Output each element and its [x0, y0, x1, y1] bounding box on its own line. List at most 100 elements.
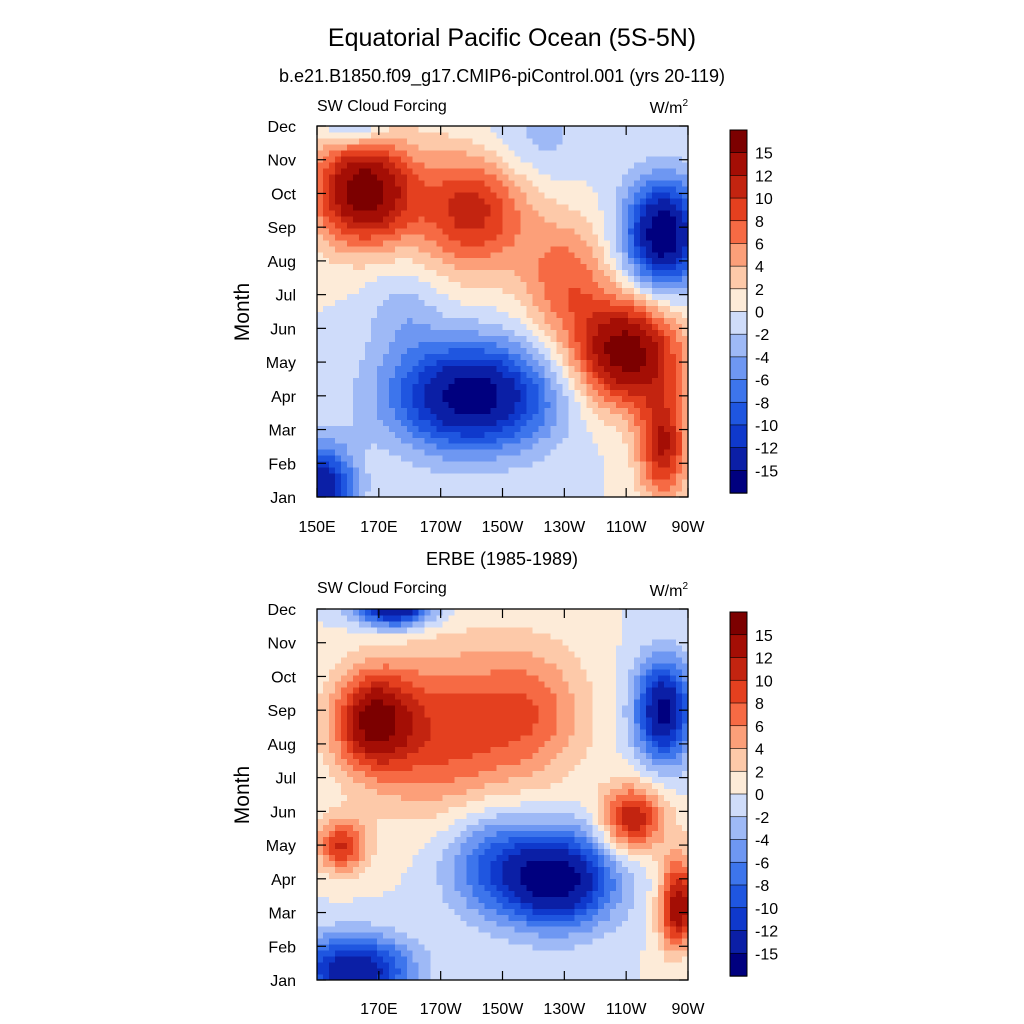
contour-cell	[454, 407, 462, 414]
contour-cell	[502, 317, 510, 325]
contour-cell	[364, 818, 372, 826]
contour-cell	[484, 467, 492, 474]
contour-cell	[544, 245, 551, 253]
contour-cell	[454, 161, 462, 169]
contour-cell	[317, 944, 324, 951]
contour-cell	[346, 317, 354, 325]
contour-cell	[382, 896, 390, 903]
contour-cell	[508, 317, 516, 325]
contour-cell	[514, 287, 522, 295]
contour-cell	[556, 485, 563, 492]
contour-cell	[406, 155, 414, 163]
contour-cell	[370, 848, 378, 855]
contour-cell	[358, 704, 366, 712]
contour-cell	[400, 467, 408, 474]
contour-cell	[484, 293, 492, 301]
contour-cell	[334, 656, 342, 664]
contour-cell	[616, 263, 623, 271]
contour-cell	[532, 425, 539, 432]
contour-cell	[388, 179, 396, 187]
contour-cell	[388, 353, 396, 360]
contour-cell	[508, 197, 516, 205]
contour-cell	[412, 836, 420, 843]
contour-cell	[622, 245, 629, 253]
contour-cell	[400, 401, 408, 408]
contour-cell	[340, 395, 348, 402]
contour-cell	[358, 950, 366, 957]
contour-cell	[346, 185, 354, 193]
contour-cell	[340, 866, 348, 873]
contour-cell	[472, 203, 480, 211]
contour-cell	[484, 167, 492, 175]
contour-cell	[352, 746, 360, 754]
contour-cell	[352, 131, 360, 139]
contour-cell	[634, 263, 641, 271]
contour-cell	[670, 203, 677, 211]
contour-cell	[322, 746, 330, 754]
contour-cell	[394, 752, 402, 760]
contour-cell	[340, 806, 348, 814]
contour-cell	[490, 323, 498, 331]
contour-cell	[370, 317, 378, 325]
contour-cell	[370, 878, 378, 885]
contour-cell	[670, 359, 677, 366]
contour-cell	[556, 359, 563, 366]
contour-cell	[502, 275, 510, 283]
contour-cell	[580, 173, 587, 181]
contour-cell	[580, 203, 587, 211]
contour-cell	[424, 443, 432, 450]
contour-cell	[550, 155, 557, 163]
contour-cell	[352, 609, 360, 616]
contour-cell	[568, 455, 575, 462]
contour-cell	[550, 263, 557, 271]
contour-cell	[412, 227, 420, 235]
contour-cell	[388, 968, 396, 975]
contour-cell	[370, 824, 378, 831]
contour-cell	[412, 293, 420, 301]
contour-cell	[676, 437, 683, 444]
contour-cell	[436, 485, 444, 492]
contour-cell	[478, 155, 486, 163]
contour-cell	[514, 443, 522, 450]
contour-cell	[388, 347, 396, 354]
contour-cell	[328, 455, 336, 462]
contour-cell	[592, 221, 599, 229]
contour-cell	[358, 221, 366, 229]
contour-cell	[484, 329, 492, 337]
contour-cell	[370, 227, 378, 235]
contour-cell	[388, 650, 396, 658]
contour-cell	[532, 215, 539, 223]
contour-cell	[364, 836, 372, 843]
contour-cell	[358, 467, 366, 474]
panel-erbe: ERBE (1985-1989) SW Cloud Forcing W/m2 M…	[231, 549, 778, 1018]
contour-cell	[526, 281, 534, 289]
contour-cell	[568, 173, 575, 181]
contour-cell	[340, 305, 348, 313]
contour-cell	[334, 896, 342, 903]
contour-cell	[550, 275, 557, 283]
contour-cell	[460, 431, 468, 438]
contour-cell	[472, 467, 480, 474]
contour-cell	[322, 968, 330, 975]
contour-cell	[538, 299, 545, 307]
contour-cell	[670, 323, 677, 331]
contour-cell	[424, 323, 432, 331]
contour-cell	[334, 848, 342, 855]
contour-cell	[460, 365, 468, 372]
contour-cell	[400, 728, 408, 736]
contour-cell	[556, 335, 563, 343]
contour-cell	[328, 860, 336, 867]
contour-cell	[550, 126, 557, 133]
contour-cell	[496, 305, 504, 313]
contour-cell	[448, 419, 456, 426]
contour-cell	[538, 341, 545, 348]
contour-cell	[646, 305, 653, 313]
contour-cell	[562, 215, 569, 223]
contour-cell	[592, 455, 599, 462]
contour-cell	[604, 335, 611, 343]
contour-cell	[598, 203, 605, 211]
contour-cell	[676, 197, 683, 205]
contour-cell	[658, 377, 665, 384]
contour-cell	[556, 227, 563, 235]
contour-cell	[436, 335, 444, 343]
